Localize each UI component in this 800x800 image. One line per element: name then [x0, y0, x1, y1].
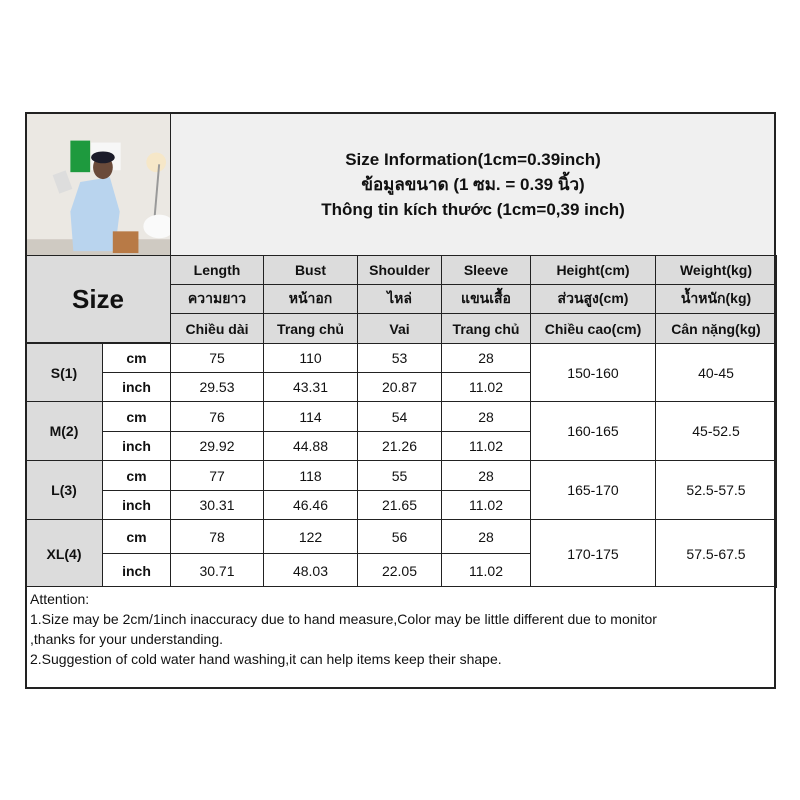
measurement-cell: 28	[441, 401, 531, 432]
measurement-cell: 28	[441, 343, 531, 373]
unit-label: inch	[102, 553, 171, 588]
measurement-cell: 29.92	[170, 431, 264, 461]
column-header: หน้าอก	[263, 284, 358, 314]
measurement-cell: 75	[170, 343, 264, 373]
measurement-cell: 53	[357, 343, 442, 373]
column-header: ความยาว	[170, 284, 264, 314]
size-header: Size	[25, 255, 171, 343]
column-header: Weight(kg)	[655, 255, 777, 285]
measurement-cell: 21.26	[357, 431, 442, 461]
column-header: ส่วนสูง(cm)	[530, 284, 656, 314]
measurement-cell: 56	[357, 519, 442, 554]
table-frame	[25, 112, 776, 689]
unit-label: cm	[102, 460, 171, 491]
measurement-cell: 28	[441, 460, 531, 491]
note-1-cont: ,thanks for your understanding.	[30, 631, 224, 647]
measurement-cell: 78	[170, 519, 264, 554]
note-2: 2.Suggestion of cold water hand washing,…	[30, 651, 502, 667]
measurement-cell: 76	[170, 401, 264, 432]
height-range: 165-170	[530, 460, 656, 520]
measurement-cell: 11.02	[441, 490, 531, 520]
column-header: Height(cm)	[530, 255, 656, 285]
measurement-cell: 43.31	[263, 372, 358, 402]
title-en: Size Information(1cm=0.39inch)	[345, 149, 601, 169]
title-vi: Thông tin kích thước (1cm=0,39 inch)	[321, 199, 625, 219]
measurement-cell: 55	[357, 460, 442, 491]
note-1: 1.Size may be 2cm/1inch inaccuracy due t…	[30, 611, 657, 627]
notes-heading: Attention:	[30, 591, 90, 607]
attention-notes: Attention: 1.Size may be 2cm/1inch inacc…	[25, 586, 776, 689]
unit-label: inch	[102, 490, 171, 520]
weight-range: 52.5-57.5	[655, 460, 777, 520]
column-header: แขนเสื้อ	[441, 284, 531, 314]
title-th: ข้อมูลขนาด (1 ซม. = 0.39 นิ้ว)	[361, 174, 585, 194]
measurement-cell: 20.87	[357, 372, 442, 402]
measurement-cell: 28	[441, 519, 531, 554]
column-header: Cân nặng(kg)	[655, 313, 777, 344]
measurement-cell: 122	[263, 519, 358, 554]
measurement-cell: 118	[263, 460, 358, 491]
measurement-cell: 54	[357, 401, 442, 432]
product-photo	[25, 112, 171, 256]
column-header: น้ำหนัก(kg)	[655, 284, 777, 314]
column-header: Chiều cao(cm)	[530, 313, 656, 344]
column-header: Chiều dài	[170, 313, 264, 344]
measurement-cell: 11.02	[441, 553, 531, 588]
measurement-cell: 21.65	[357, 490, 442, 520]
height-range: 160-165	[530, 401, 656, 461]
size-label: XL(4)	[25, 519, 103, 588]
height-range: 170-175	[530, 519, 656, 588]
column-header: Sleeve	[441, 255, 531, 285]
column-header: Trang chủ	[441, 313, 531, 344]
unit-label: cm	[102, 401, 171, 432]
weight-range: 40-45	[655, 343, 777, 402]
measurement-cell: 11.02	[441, 431, 531, 461]
